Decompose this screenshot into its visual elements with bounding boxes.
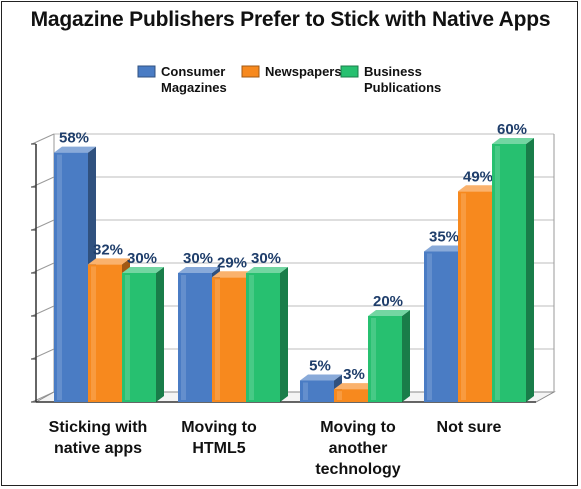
legend-swatch	[340, 65, 359, 78]
data-label: 60%	[497, 121, 527, 138]
legend-item-0: Consumer Magazines	[137, 64, 227, 95]
bar-top	[178, 267, 220, 273]
bar-2-2	[368, 310, 410, 402]
category-label: Not sure	[437, 419, 502, 436]
legend-item-1: Newspapers	[241, 64, 342, 79]
bar-highlight	[461, 193, 466, 400]
bar-top	[368, 310, 410, 316]
data-label: 5%	[309, 358, 331, 375]
bar-top	[334, 383, 376, 390]
data-label: 30%	[127, 250, 157, 267]
bar-1-2	[246, 267, 288, 402]
bar-top	[88, 258, 130, 265]
bar-highlight	[303, 382, 308, 400]
bar-highlight	[249, 275, 254, 400]
data-label: 32%	[93, 241, 123, 258]
bar-top	[492, 138, 534, 144]
chart-title: Magazine Publishers Prefer to Stick with…	[30, 8, 551, 31]
data-label: 30%	[251, 250, 281, 267]
bar-top	[458, 185, 500, 192]
legend-swatch	[137, 65, 156, 78]
legend-label: Business Publications	[364, 64, 441, 95]
legend-label: Newspapers	[265, 64, 342, 79]
bar-front	[300, 380, 334, 402]
bar-top	[246, 267, 288, 273]
bar-side	[402, 310, 410, 402]
data-label: 20%	[373, 293, 403, 310]
legend-swatch	[241, 65, 260, 78]
bar-highlight	[125, 275, 130, 400]
bar-front	[334, 389, 368, 402]
bar-0-0	[54, 146, 96, 402]
bar-top	[212, 271, 254, 278]
category-label: Moving to HTML5	[181, 419, 257, 457]
bar-top	[424, 245, 466, 252]
data-label: 29%	[217, 254, 247, 271]
bar-side	[526, 138, 534, 402]
gridline-side	[31, 133, 55, 145]
bar-0-2	[122, 267, 164, 402]
data-label: 35%	[429, 229, 459, 246]
bar-top	[300, 374, 342, 381]
bar-3-2	[492, 138, 534, 402]
category-label: Sticking with native apps	[49, 419, 148, 457]
bar-top	[122, 267, 164, 273]
bar-highlight	[215, 279, 220, 400]
data-label: 58%	[59, 130, 89, 147]
bar-highlight	[495, 146, 500, 400]
bar-highlight	[181, 275, 186, 400]
bar-side	[156, 267, 164, 402]
data-label: 30%	[183, 250, 213, 267]
bar-highlight	[91, 266, 96, 400]
bar-side	[280, 267, 288, 402]
bar-highlight	[371, 318, 376, 400]
legend-item-2: Business Publications	[340, 64, 441, 95]
data-label: 3%	[343, 366, 365, 383]
bar-highlight	[427, 253, 432, 400]
bar-highlight	[337, 391, 342, 400]
data-label: 49%	[463, 168, 493, 185]
bar-highlight	[57, 154, 62, 400]
category-label: Moving to another technology	[315, 419, 400, 478]
legend-label: Consumer Magazines	[161, 64, 227, 95]
bar-top	[54, 146, 96, 153]
